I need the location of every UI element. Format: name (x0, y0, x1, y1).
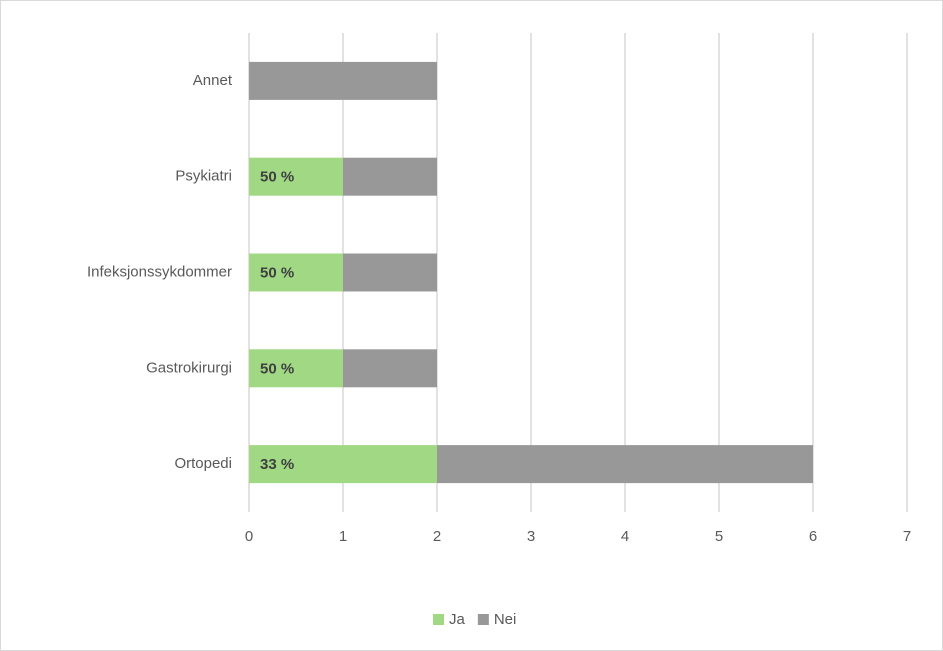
bar-segment (437, 445, 813, 484)
bar-segment (343, 253, 437, 292)
bar-segment (343, 349, 437, 388)
bar-segment (249, 445, 437, 484)
x-tick-label: 4 (621, 528, 629, 545)
x-tick-label: 0 (245, 528, 253, 545)
x-tick-label: 2 (433, 528, 441, 545)
data-label: 33 % (260, 456, 294, 473)
bar-segment (249, 253, 343, 292)
x-tick-label: 1 (339, 528, 347, 545)
bar-segment (343, 157, 437, 196)
bar-segment (249, 61, 437, 100)
data-label: 50 % (260, 360, 294, 377)
bar-segment (249, 157, 343, 196)
legend-label: Ja (449, 611, 466, 628)
x-tick-label: 6 (809, 528, 817, 545)
x-tick-label: 5 (715, 528, 723, 545)
data-label: 50 % (260, 264, 294, 281)
x-tick-label: 3 (527, 528, 535, 545)
y-tick-label: Infeksjonssykdommer (87, 263, 232, 280)
bar-segment (249, 349, 343, 388)
legend-swatch (433, 614, 444, 625)
y-tick-label: Ortopedi (174, 455, 232, 472)
legend-label: Nei (494, 611, 517, 628)
data-label: 50 % (260, 169, 294, 186)
x-tick-label: 7 (903, 528, 911, 545)
y-tick-label: Annet (193, 72, 233, 89)
legend-swatch (477, 614, 489, 625)
y-tick-label: Psykiatri (175, 168, 232, 185)
y-tick-label: Gastrokirurgi (146, 359, 232, 376)
